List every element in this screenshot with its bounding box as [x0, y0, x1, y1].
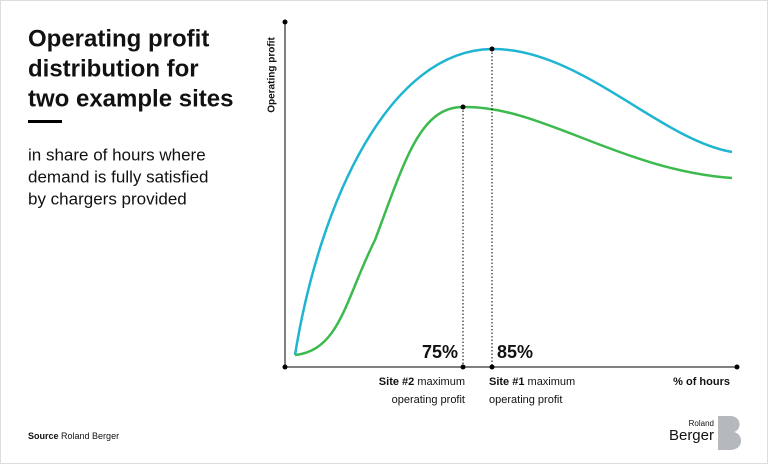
- peak-dot: [460, 104, 466, 110]
- source: Source Roland Berger: [28, 431, 119, 441]
- subtitle: in share of hours where demand is fully …: [28, 145, 208, 208]
- title-line: distribution for: [28, 55, 199, 82]
- site1-curve: [293, 47, 733, 356]
- title-line: two example sites: [28, 85, 233, 112]
- caption-bold: Site #2: [379, 376, 414, 388]
- caption-bold: Site #1: [489, 376, 524, 388]
- title: Operating profit distribution for two ex…: [28, 25, 233, 112]
- marker-caption: Site #2 maximum: [379, 376, 465, 388]
- logo-top: Roland: [689, 419, 714, 428]
- title-line: Operating profit: [28, 25, 209, 52]
- caption-rest: maximum: [528, 376, 576, 388]
- subtitle-line: demand is fully satisfied: [28, 167, 208, 186]
- source-label: Source: [28, 431, 59, 441]
- axis-dot: [734, 364, 740, 370]
- axis-dot: [282, 19, 288, 25]
- axis-dot: [489, 364, 495, 370]
- axis-dot: [282, 364, 288, 370]
- peak-dot: [489, 46, 495, 52]
- marker-value: 75%: [422, 342, 458, 362]
- caption-rest: maximum: [417, 376, 465, 388]
- subtitle-line: in share of hours where: [28, 145, 206, 164]
- marker-caption: operating profit: [392, 394, 465, 406]
- site2-curve: [294, 105, 733, 357]
- marker-caption: Site #1 maximum: [489, 376, 575, 388]
- y-axis-label: Operating profit: [267, 37, 278, 113]
- logo-mark: [718, 416, 742, 450]
- axis-dot: [460, 364, 466, 370]
- source-text: Roland Berger: [61, 431, 119, 441]
- marker-value: 85%: [497, 342, 533, 362]
- subtitle-line: by chargers provided: [28, 189, 187, 208]
- logo-bottom: Berger: [669, 427, 714, 444]
- marker-caption: operating profit: [489, 394, 562, 406]
- x-axis-label: % of hours: [673, 376, 730, 388]
- title-rule: [28, 120, 62, 123]
